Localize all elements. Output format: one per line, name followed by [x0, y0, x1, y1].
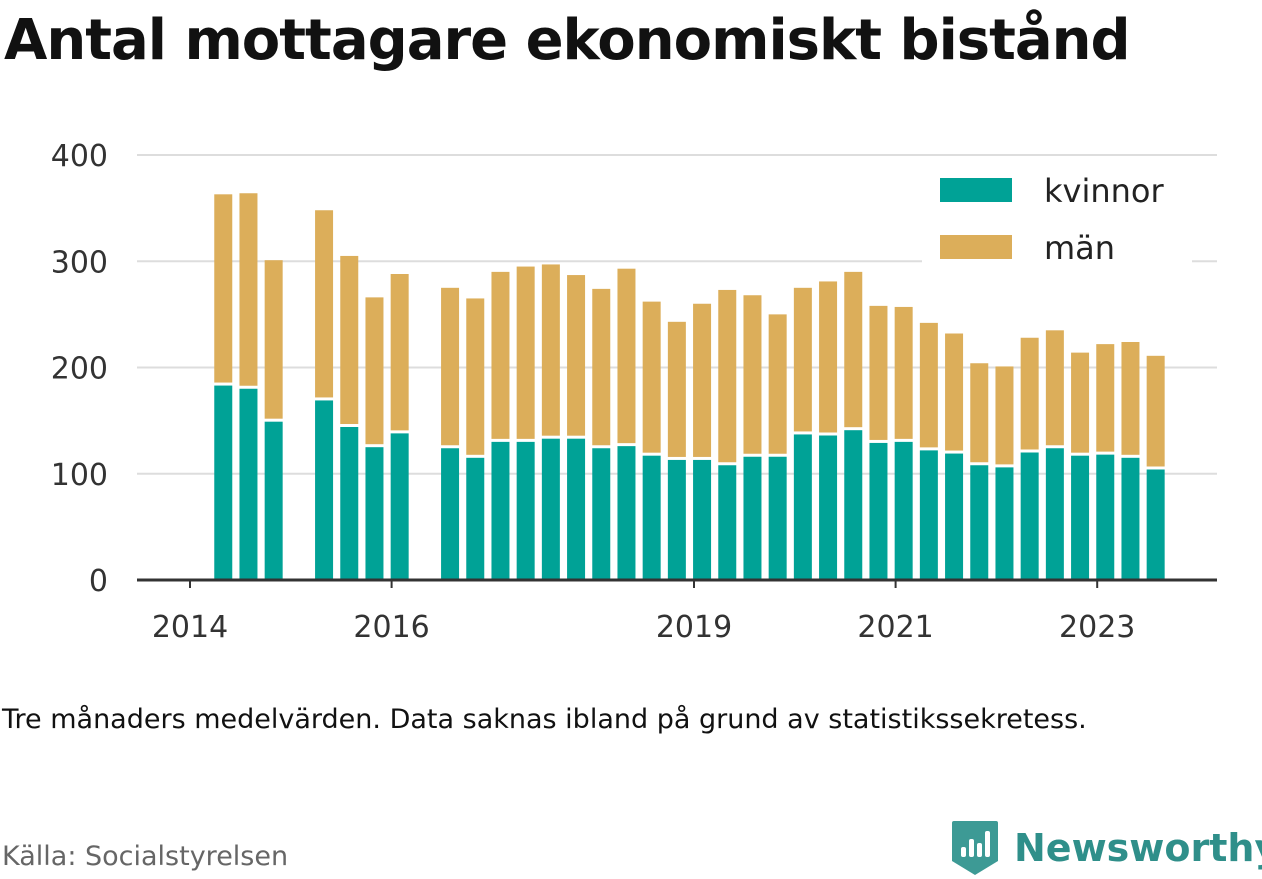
bar-man: [491, 271, 510, 439]
bar-kvinnor: [365, 447, 384, 580]
bar-kvinnor: [516, 441, 535, 580]
y-tick-label: 400: [51, 139, 108, 174]
bar-kvinnor: [1121, 457, 1140, 580]
legend-swatch-kvinnor: [940, 178, 1012, 202]
bar-man: [894, 306, 913, 439]
brand-name: Newsworthy: [1014, 826, 1262, 870]
bar-man: [1121, 342, 1140, 455]
y-tick-label: 100: [51, 458, 108, 493]
bar-kvinnor: [1146, 469, 1165, 580]
bar-kvinnor: [567, 438, 586, 580]
bar-kvinnor: [894, 441, 913, 580]
bar-kvinnor: [1096, 454, 1115, 580]
bar-man: [995, 366, 1014, 465]
legend: kvinnor män: [922, 168, 1192, 288]
bar-kvinnor: [718, 465, 737, 580]
bar-kvinnor: [441, 448, 460, 580]
bar-man: [466, 298, 485, 455]
bar-man: [1071, 352, 1090, 453]
bar-man: [441, 287, 460, 446]
y-tick-label: 0: [89, 564, 108, 599]
bar-kvinnor: [617, 446, 636, 580]
bars: [214, 193, 1165, 580]
bar-man: [390, 274, 409, 431]
bar-kvinnor: [1045, 448, 1064, 580]
bar-man: [693, 303, 712, 457]
bar-kvinnor: [390, 433, 409, 580]
bar-man: [819, 281, 838, 433]
bar-kvinnor: [768, 456, 787, 580]
bar-man: [1020, 337, 1039, 450]
brand-logo: Newsworthy: [950, 818, 1262, 878]
bar-man: [970, 363, 989, 463]
source-note: Källa: Socialstyrelsen: [2, 841, 289, 872]
bar-man: [365, 297, 384, 445]
bar-man: [541, 264, 560, 436]
bar-man: [844, 271, 863, 428]
bar-kvinnor: [1020, 452, 1039, 580]
bar-man: [743, 295, 762, 454]
legend-swatch-man: [940, 235, 1012, 259]
bar-man: [642, 301, 661, 453]
bar-man: [567, 275, 586, 436]
bar-man: [315, 210, 334, 398]
bar-kvinnor: [869, 442, 888, 580]
bar-man: [617, 268, 636, 444]
x-axis: 2014 2016 2019 2021 2023: [137, 578, 1217, 645]
bar-man: [919, 322, 938, 448]
bar-kvinnor: [667, 459, 686, 580]
bar-kvinnor: [970, 465, 989, 580]
x-tick-label: 2023: [1059, 610, 1135, 645]
chart-title: Antal mottagare ekonomiskt bistånd: [4, 8, 1131, 73]
bar-man: [516, 266, 535, 439]
bar-kvinnor: [945, 453, 964, 580]
legend-label-kvinnor: kvinnor: [1044, 172, 1165, 210]
bar-kvinnor: [995, 467, 1014, 580]
bar-kvinnor: [844, 430, 863, 580]
bar-kvinnor: [693, 459, 712, 580]
x-tick-label: 2019: [656, 610, 732, 645]
bar-kvinnor: [919, 450, 938, 580]
bar-man: [768, 314, 787, 454]
bar-man: [340, 255, 359, 424]
bar-kvinnor: [1071, 455, 1090, 580]
bar-kvinnor: [239, 388, 258, 580]
bar-kvinnor: [592, 448, 611, 580]
bar-man: [869, 305, 888, 440]
y-tick-label: 200: [51, 352, 108, 387]
bar-man: [667, 321, 686, 457]
bar-kvinnor: [642, 455, 661, 580]
x-tick-label: 2014: [152, 610, 228, 645]
bar-man: [1096, 344, 1115, 452]
bar-kvinnor: [541, 438, 560, 580]
bar-man: [264, 260, 283, 419]
bar-kvinnor: [793, 434, 812, 580]
bar-kvinnor: [491, 441, 510, 580]
newsworthy-logo-icon: [952, 821, 998, 875]
bar-man: [214, 194, 233, 383]
bar-man: [592, 288, 611, 446]
bar-kvinnor: [466, 457, 485, 580]
bar-kvinnor: [819, 435, 838, 580]
stacked-bar-chart: 0 100 200 300 400 2014 2016 2019 2021 2023 kvinn…: [51, 139, 1217, 645]
bar-man: [1146, 355, 1165, 467]
bar-kvinnor: [743, 456, 762, 580]
bar-man: [718, 289, 737, 463]
y-tick-label: 300: [51, 245, 108, 280]
bar-man: [793, 287, 812, 432]
bar-kvinnor: [264, 421, 283, 580]
bar-man: [239, 193, 258, 386]
legend-label-man: män: [1044, 229, 1115, 267]
bar-man: [945, 333, 964, 451]
bar-kvinnor: [214, 385, 233, 580]
bar-kvinnor: [315, 400, 334, 580]
bar-kvinnor: [340, 427, 359, 580]
bar-man: [1045, 330, 1064, 446]
x-tick-label: 2016: [353, 610, 429, 645]
x-tick-label: 2021: [857, 610, 933, 645]
chart-subtitle: Tre månaders medelvärden. Data saknas ib…: [2, 704, 1087, 735]
